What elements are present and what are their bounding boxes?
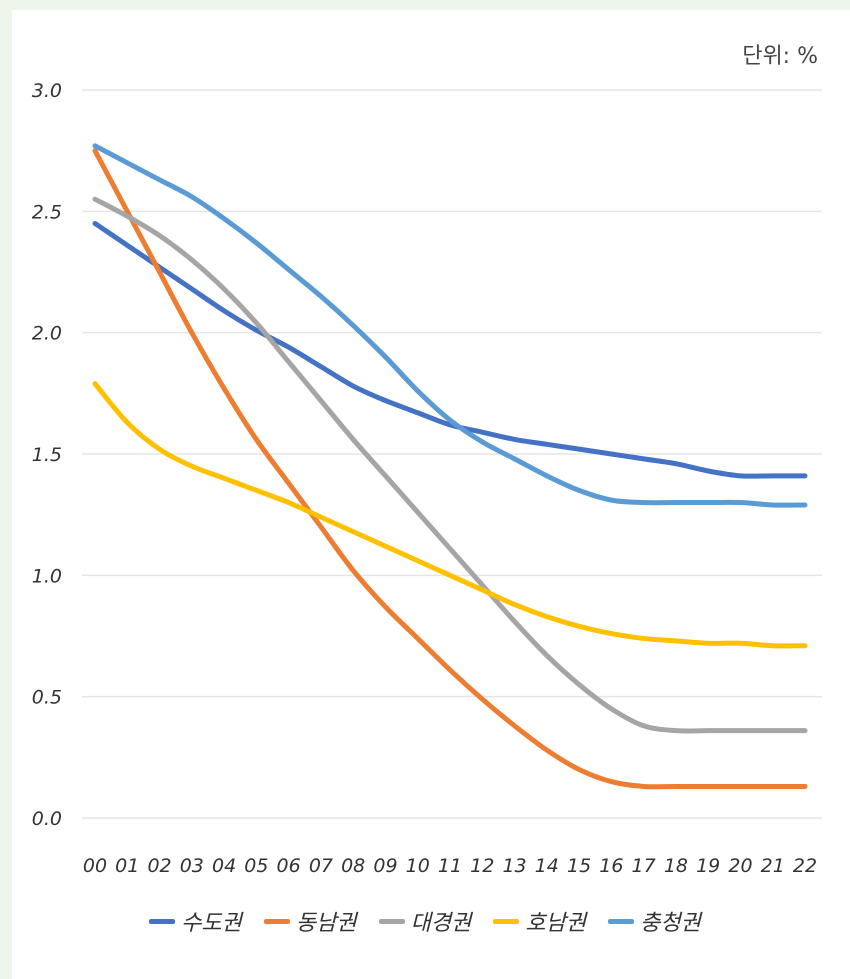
legend-item-1: 동남권 <box>263 905 357 937</box>
series-line-3 <box>92 381 808 649</box>
legend-swatch <box>608 918 635 924</box>
y-tick-label: 2.0 <box>32 323 62 345</box>
legend-item-3: 호남권 <box>493 905 586 937</box>
x-tick-label: 22 <box>793 855 817 877</box>
x-tick-label: 05 <box>244 855 268 877</box>
legend-swatch <box>493 918 520 924</box>
legend-swatch <box>263 918 290 924</box>
x-tick-label: 07 <box>309 855 333 877</box>
legend-label: 대경권 <box>410 911 472 936</box>
x-tick-label: 17 <box>632 855 656 877</box>
x-tick-label: 10 <box>406 855 430 877</box>
legend-swatch <box>149 918 176 924</box>
y-tick-label: 2.5 <box>32 201 62 223</box>
x-tick-label: 16 <box>599 855 623 877</box>
legend-item-2: 대경권 <box>378 905 472 937</box>
legend-label: 호남권 <box>525 911 587 936</box>
legend-label: 충청권 <box>640 911 701 936</box>
legend-item-0: 수도권 <box>149 905 242 937</box>
chart-legend: 수도권 동남권 대경권 호남권 충청권 <box>0 905 850 937</box>
x-tick-label: 02 <box>147 855 171 877</box>
line-chart: 0.0 0.5 1.0 1.5 2.0 2.5 3.0 00 01 02 03 04 05 06 07 08 0… <box>32 80 822 877</box>
legend-label: 동남권 <box>295 911 357 936</box>
x-tick-label: 09 <box>373 855 397 877</box>
x-tick-label: 06 <box>277 855 301 877</box>
series-line-0 <box>92 220 808 479</box>
y-tick-label: 1.0 <box>32 565 62 587</box>
legend-label: 수도권 <box>181 911 242 936</box>
y-tick-label: 3.0 <box>32 80 62 102</box>
y-tick-label: 0.0 <box>32 808 62 830</box>
legend-swatch <box>378 918 405 924</box>
x-tick-label: 18 <box>664 855 688 877</box>
x-tick-label: 21 <box>761 855 785 877</box>
series-line-1 <box>92 148 808 790</box>
series-line-2 <box>92 196 808 734</box>
x-tick-label: 08 <box>341 855 365 877</box>
x-tick-label: 03 <box>180 855 204 877</box>
x-tick-label: 20 <box>728 855 752 877</box>
x-tick-label: 19 <box>696 855 720 877</box>
x-tick-label: 00 <box>83 855 107 877</box>
y-tick-label: 0.5 <box>32 687 62 709</box>
x-tick-label: 11 <box>438 855 462 877</box>
x-tick-label: 01 <box>115 855 139 877</box>
y-tick-label: 1.5 <box>32 444 62 466</box>
x-tick-label: 14 <box>535 855 559 877</box>
series-line-4 <box>92 143 808 508</box>
unit-label: 단위: % <box>742 44 818 69</box>
x-tick-label: 13 <box>502 855 526 877</box>
x-tick-label: 15 <box>567 855 591 877</box>
legend-item-4: 충청권 <box>608 905 701 937</box>
x-tick-label: 12 <box>470 855 494 877</box>
x-tick-label: 04 <box>212 855 236 877</box>
